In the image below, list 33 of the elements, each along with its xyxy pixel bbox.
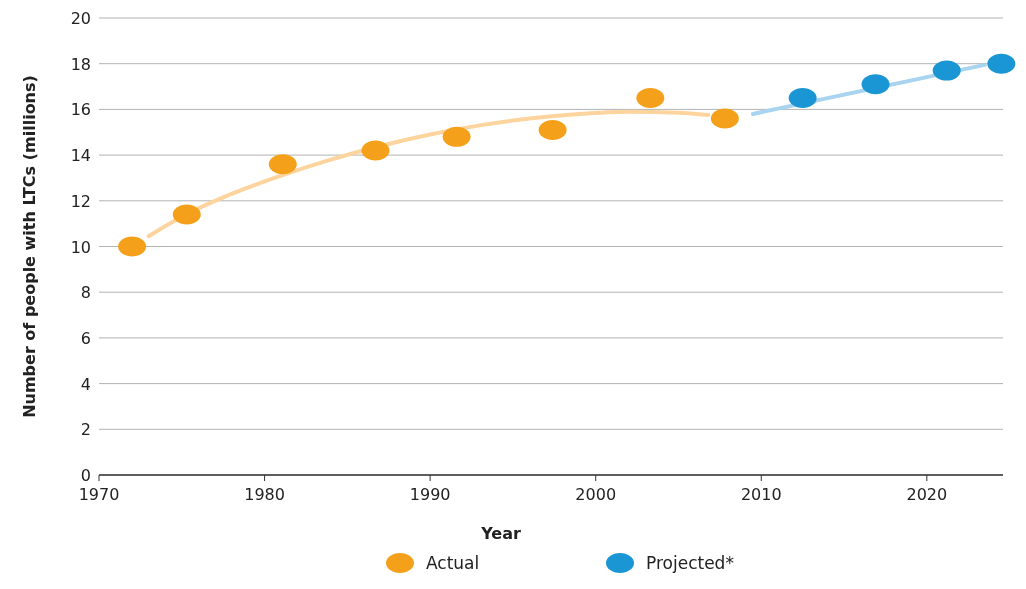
y-tick-label: 16 bbox=[70, 100, 91, 120]
point bbox=[710, 108, 739, 129]
y-axis-title: Number of people with LTCs (millions) bbox=[20, 75, 39, 418]
x-tick-label: 1990 bbox=[409, 485, 451, 504]
point bbox=[172, 204, 201, 225]
y-tick-label: 18 bbox=[70, 54, 91, 74]
y-tick-label: 10 bbox=[70, 237, 91, 257]
point bbox=[268, 154, 297, 175]
point bbox=[118, 236, 147, 257]
point bbox=[987, 53, 1016, 74]
y-tick-label: 8 bbox=[80, 283, 91, 303]
y-tick-label: 12 bbox=[70, 191, 91, 211]
y-tick-label: 4 bbox=[80, 374, 91, 394]
point bbox=[932, 60, 961, 81]
point bbox=[442, 126, 471, 147]
legend-label: Projected* bbox=[646, 553, 734, 573]
y-tick-label: 14 bbox=[70, 146, 91, 166]
x-tick-label: 1980 bbox=[244, 485, 285, 504]
y-tick-label: 2 bbox=[80, 420, 91, 440]
x-tick-label: 2010 bbox=[740, 485, 782, 504]
legend-label: Actual bbox=[426, 553, 480, 573]
point bbox=[361, 140, 390, 161]
point bbox=[788, 87, 817, 108]
point bbox=[636, 87, 665, 108]
y-tick-label: 20 bbox=[70, 9, 91, 28]
x-tick-label: 2000 bbox=[575, 485, 617, 504]
y-tick-label: 6 bbox=[80, 328, 91, 348]
x-tick-label: 2020 bbox=[906, 485, 948, 504]
y-tick-label: 0 bbox=[80, 466, 91, 485]
point bbox=[538, 119, 567, 140]
x-axis-title: Year bbox=[480, 524, 521, 543]
point bbox=[861, 74, 890, 95]
x-tick-label: 1970 bbox=[78, 485, 120, 504]
